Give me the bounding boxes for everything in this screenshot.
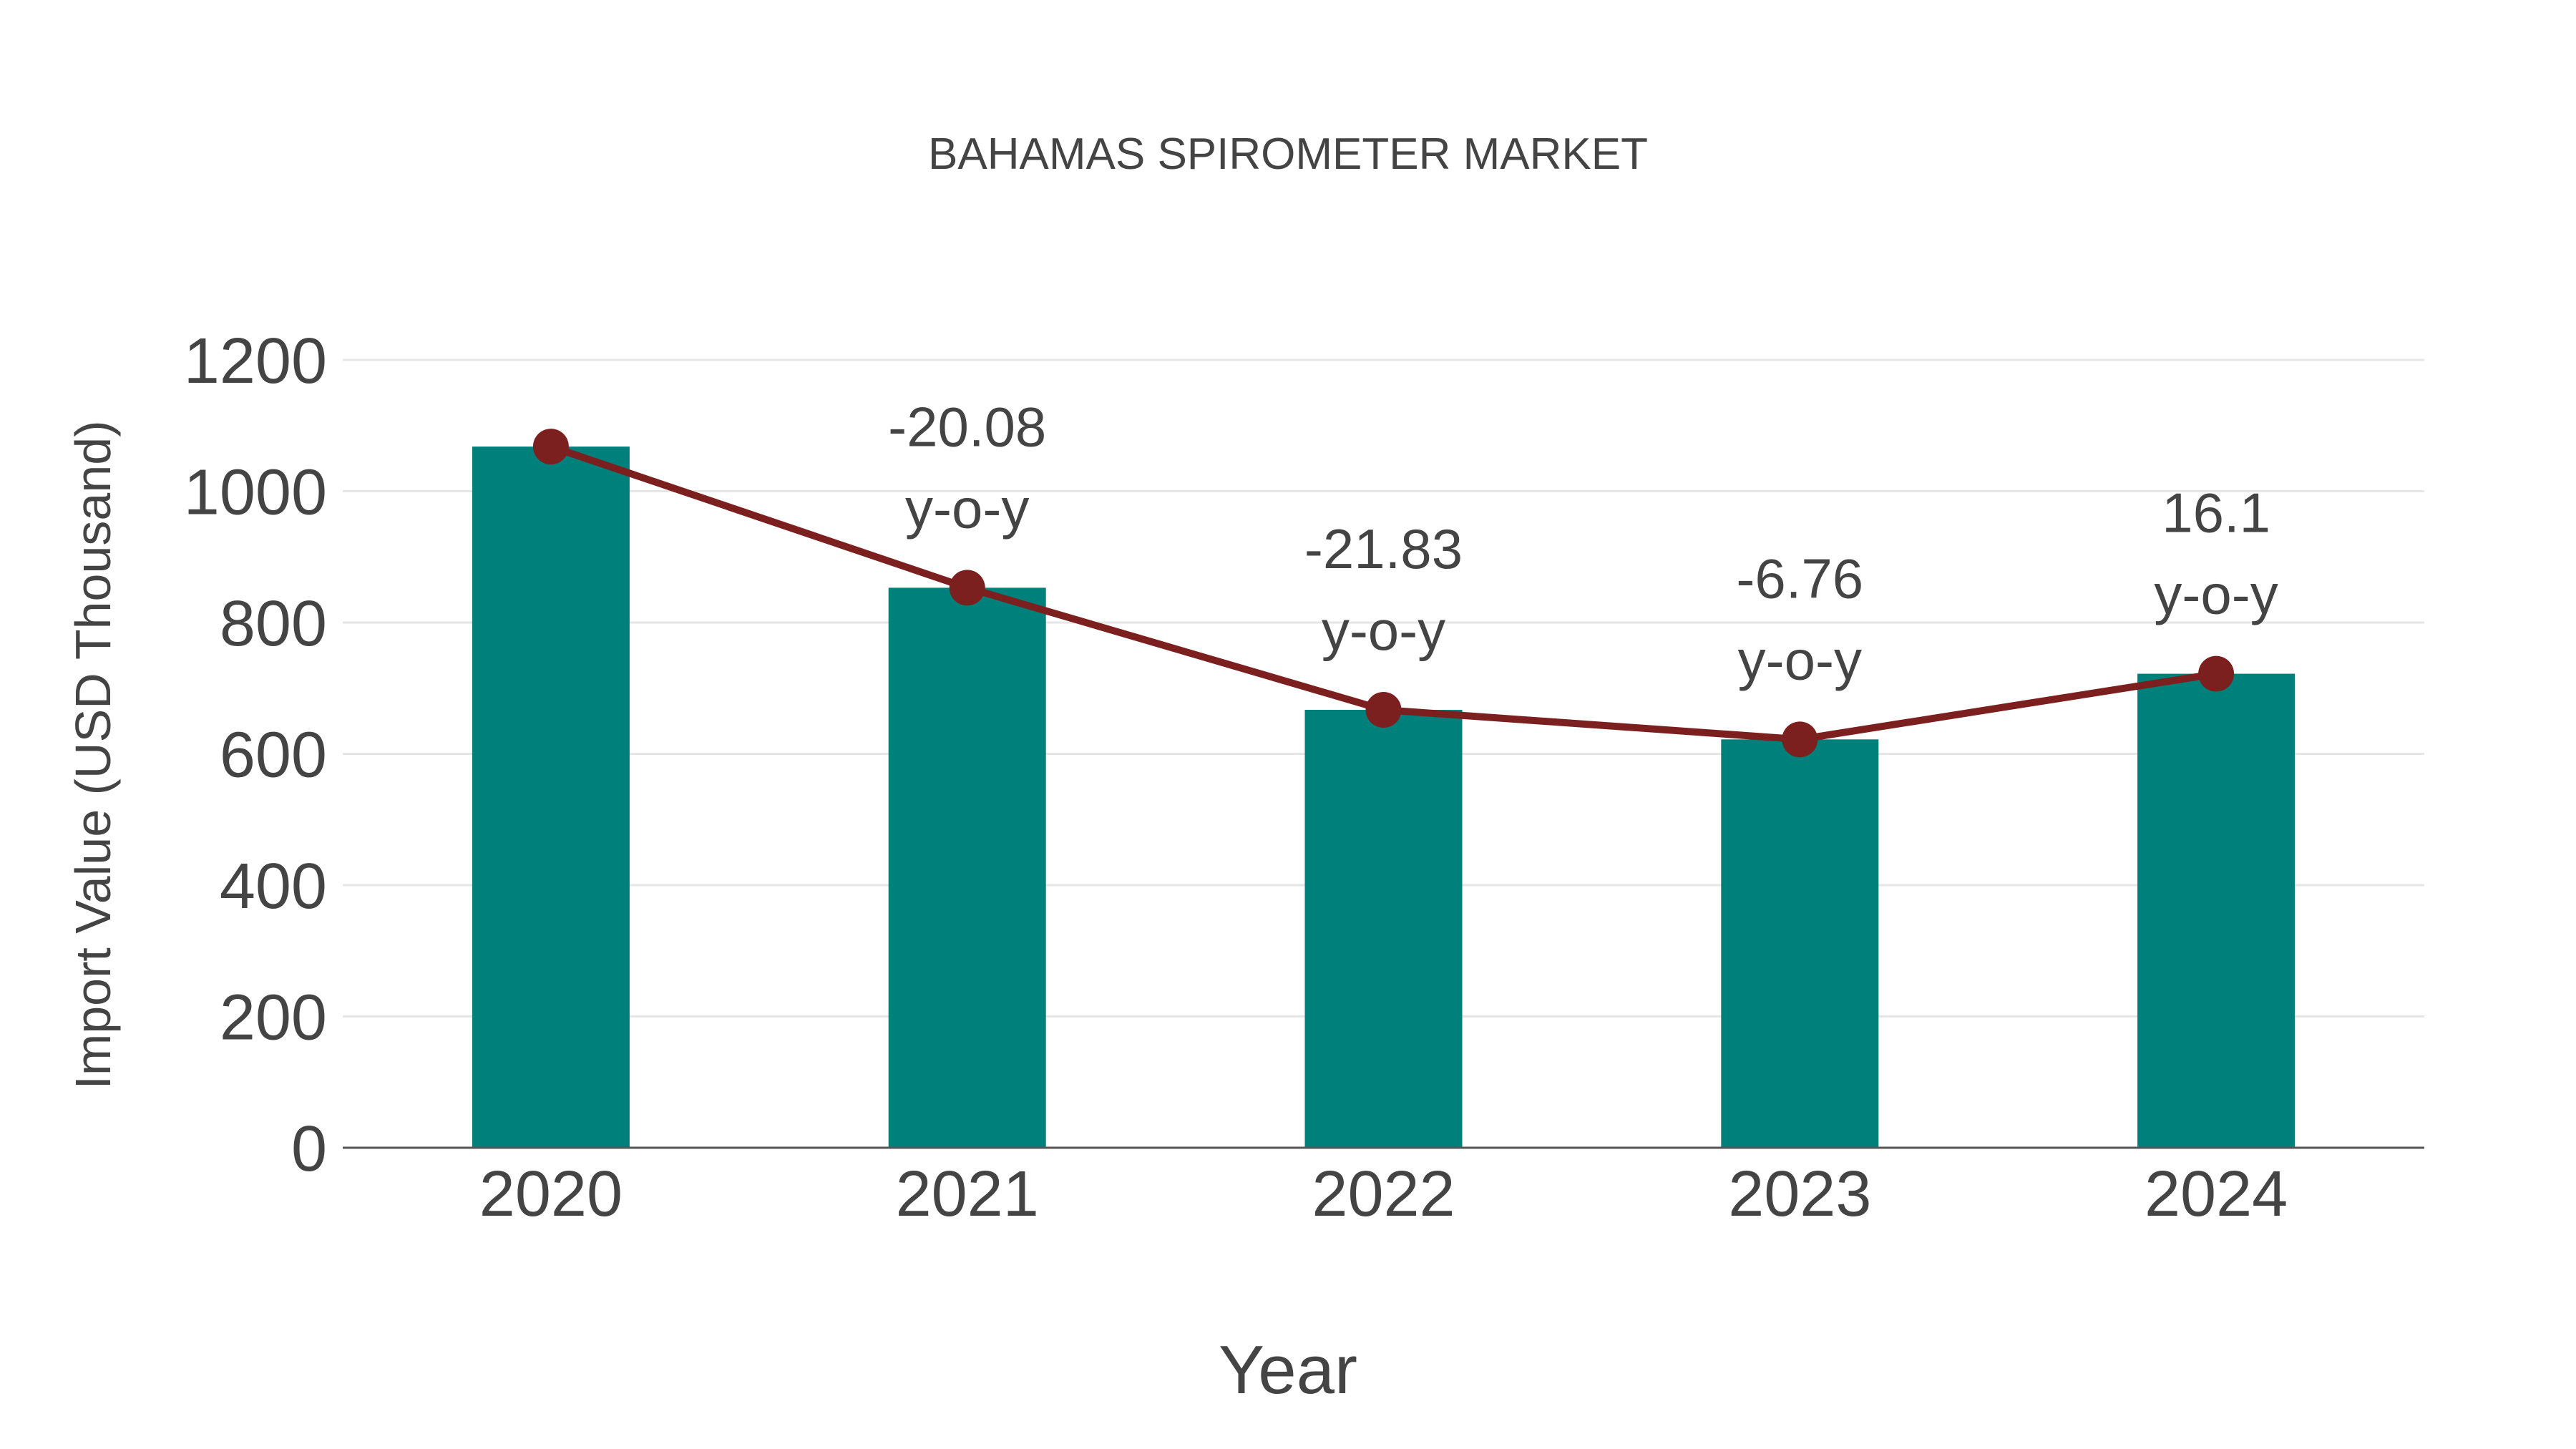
yoy-suffix: y-o-y — [1738, 628, 1862, 691]
x-tick-label: 2023 — [1728, 1158, 1871, 1230]
y-tick-label: 1000 — [184, 457, 327, 529]
yoy-value: -6.76 — [1736, 547, 1863, 610]
y-tick-label: 400 — [220, 851, 327, 922]
yoy-value: 16.1 — [2162, 482, 2270, 545]
x-tick-label: 2021 — [896, 1158, 1039, 1230]
bar-2023 — [1721, 739, 1879, 1148]
y-tick-label: 200 — [220, 982, 327, 1054]
x-tick-label: 2022 — [1312, 1158, 1455, 1230]
trend-marker-2021 — [949, 570, 985, 606]
x-axis-label: Year — [1219, 1332, 1357, 1408]
yoy-suffix: y-o-y — [905, 477, 1029, 540]
trend-marker-2022 — [1365, 692, 1402, 728]
trend-marker-2020 — [532, 429, 569, 465]
y-tick-label: 1200 — [184, 326, 327, 397]
yoy-value: -21.83 — [1304, 517, 1463, 580]
bar-2024 — [2137, 673, 2296, 1148]
yoy-suffix: y-o-y — [1322, 599, 1445, 662]
chart-title: BAHAMAS SPIROMETER MARKET — [928, 130, 1648, 179]
bar-2020 — [472, 447, 630, 1148]
x-tick-label: 2020 — [479, 1158, 623, 1230]
x-tick-label: 2024 — [2145, 1158, 2288, 1230]
yoy-suffix: y-o-y — [2154, 563, 2278, 626]
trend-marker-2023 — [1782, 721, 1818, 758]
bar-2021 — [888, 587, 1046, 1148]
y-tick-label: 600 — [220, 720, 327, 791]
trend-marker-2024 — [2198, 655, 2235, 692]
yoy-value: -20.08 — [888, 395, 1046, 458]
y-tick-label: 0 — [291, 1113, 327, 1185]
y-tick-label: 800 — [220, 588, 327, 660]
bar-2022 — [1304, 710, 1463, 1148]
